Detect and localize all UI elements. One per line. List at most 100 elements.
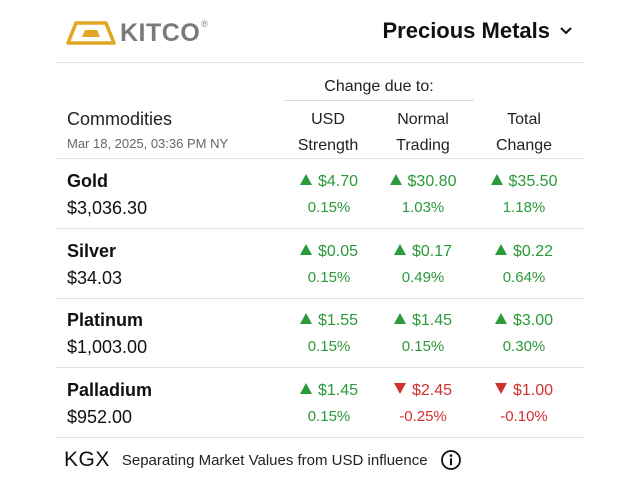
- change-percent: 0.64%: [502, 269, 546, 286]
- change-amount: $0.05: [274, 243, 384, 261]
- row-divider: [56, 367, 584, 368]
- table-row[interactable]: Palladium $952.00 $1.45 0.15% $2.45 -0.25% $1.…: [56, 368, 584, 438]
- table-header-divider: [56, 158, 584, 159]
- metal-price: $3,036.30: [67, 198, 148, 218]
- logo-text: KITCO: [120, 19, 201, 47]
- change-amount: $0.22: [469, 243, 579, 261]
- change-amount-value: $4.70: [317, 173, 359, 190]
- total-change-cell: $35.50 1.18%: [469, 159, 579, 216]
- column-header-usd-strength: USD Strength: [278, 107, 378, 159]
- triangle-up-icon: [299, 313, 312, 324]
- total-change-cell: $0.22 0.64%: [469, 229, 579, 286]
- metal-name: Platinum: [67, 310, 144, 330]
- change-amount-value: $1.45: [411, 312, 453, 329]
- metal-price: $952.00: [67, 407, 133, 427]
- change-amount-value: $1.00: [512, 382, 554, 399]
- row-divider: [56, 298, 584, 299]
- usd-strength-cell: $4.70 0.15%: [274, 159, 384, 216]
- metal-price: $34.03: [67, 268, 123, 288]
- change-amount: $0.17: [368, 243, 478, 261]
- change-percent: -0.25%: [399, 408, 447, 425]
- metal-name: Silver: [67, 241, 117, 261]
- change-amount: $35.50: [469, 173, 579, 191]
- triangle-up-icon: [490, 174, 503, 185]
- normal-trading-cell: $2.45 -0.25%: [368, 368, 478, 425]
- row-divider: [56, 228, 584, 229]
- change-due-to-label: Change due to:: [324, 78, 434, 95]
- triangle-down-icon: [393, 383, 406, 394]
- row-divider: [56, 437, 584, 438]
- metal-price: $1,003.00: [67, 337, 148, 357]
- metal-name: Gold: [67, 171, 108, 191]
- change-amount-value: $1.45: [317, 382, 359, 399]
- change-amount-value: $35.50: [508, 173, 558, 190]
- column-header-line1: Normal: [397, 111, 449, 128]
- normal-trading-cell: $1.45 0.15%: [368, 298, 478, 355]
- footer: KGX Separating Market Values from USD in…: [64, 448, 462, 472]
- kitco-logo[interactable]: KITCO ®: [66, 19, 208, 47]
- change-amount: $1.55: [274, 312, 384, 330]
- triangle-up-icon: [494, 313, 507, 324]
- total-change-cell: $3.00 0.30%: [469, 298, 579, 355]
- commodities-label: Commodities: [67, 109, 173, 129]
- change-percent: 0.15%: [307, 199, 351, 216]
- change-amount-value: $30.80: [407, 173, 457, 190]
- column-header-line1: Total: [507, 111, 541, 128]
- normal-trading-cell: $0.17 0.49%: [368, 229, 478, 286]
- change-amount: $30.80: [368, 173, 478, 191]
- triangle-up-icon: [299, 174, 312, 185]
- triangle-up-icon: [393, 244, 406, 255]
- header-divider: [56, 62, 584, 63]
- category-selector-label: Precious Metals: [382, 18, 550, 43]
- triangle-up-icon: [389, 174, 402, 185]
- change-percent: 1.03%: [401, 199, 445, 216]
- info-circle-icon[interactable]: [440, 449, 462, 471]
- change-due-to-underline: [284, 100, 474, 101]
- column-header-total-change: Total Change: [474, 107, 574, 159]
- change-amount: $4.70: [274, 173, 384, 191]
- metal-name: Palladium: [67, 380, 153, 400]
- triangle-up-icon: [299, 244, 312, 255]
- table-row[interactable]: Silver $34.03 $0.05 0.15% $0.17 0.49% $0.22 0.6…: [56, 229, 584, 299]
- column-header-normal-trading: Normal Trading: [373, 107, 473, 159]
- triangle-up-icon: [299, 383, 312, 394]
- column-header-line1: USD: [311, 111, 345, 128]
- triangle-up-icon: [393, 313, 406, 324]
- change-percent: 0.49%: [401, 269, 445, 286]
- category-selector[interactable]: Precious Metals: [382, 18, 572, 44]
- change-amount-value: $3.00: [512, 312, 554, 329]
- triangle-up-icon: [494, 244, 507, 255]
- triangle-down-icon: [494, 383, 507, 394]
- change-amount: $2.45: [368, 382, 478, 400]
- table-row[interactable]: Platinum $1,003.00 $1.55 0.15% $1.45 0.15% $3.…: [56, 298, 584, 368]
- footer-tagline: Separating Market Values from USD influe…: [121, 451, 428, 469]
- usd-strength-cell: $1.55 0.15%: [274, 298, 384, 355]
- kgx-label: KGX: [64, 448, 110, 471]
- change-percent: -0.10%: [500, 408, 548, 425]
- change-amount-value: $1.55: [317, 312, 359, 329]
- column-header-line2: Strength: [297, 137, 359, 154]
- column-header-line2: Trading: [396, 137, 450, 154]
- chevron-down-icon: [560, 27, 572, 35]
- change-amount: $1.45: [368, 312, 478, 330]
- change-percent: 0.15%: [401, 338, 445, 355]
- change-amount-value: $0.05: [317, 243, 359, 260]
- change-amount: $1.00: [469, 382, 579, 400]
- change-amount-value: $2.45: [411, 382, 453, 399]
- change-amount-value: $0.22: [512, 243, 554, 260]
- change-percent: 0.30%: [502, 338, 546, 355]
- change-amount-value: $0.17: [411, 243, 453, 260]
- change-percent: 0.15%: [307, 408, 351, 425]
- column-header-line2: Change: [495, 137, 553, 154]
- change-percent: 1.18%: [502, 199, 546, 216]
- normal-trading-cell: $30.80 1.03%: [368, 159, 478, 216]
- change-percent: 0.15%: [307, 338, 351, 355]
- usd-strength-cell: $0.05 0.15%: [274, 229, 384, 286]
- table-row[interactable]: Gold $3,036.30 $4.70 0.15% $30.80 1.03% $35.50…: [56, 159, 584, 229]
- kitco-gold-bar-logo-icon: [66, 21, 116, 45]
- change-amount: $1.45: [274, 382, 384, 400]
- change-amount: $3.00: [469, 312, 579, 330]
- total-change-cell: $1.00 -0.10%: [469, 368, 579, 425]
- usd-strength-cell: $1.45 0.15%: [274, 368, 384, 425]
- change-percent: 0.15%: [307, 269, 351, 286]
